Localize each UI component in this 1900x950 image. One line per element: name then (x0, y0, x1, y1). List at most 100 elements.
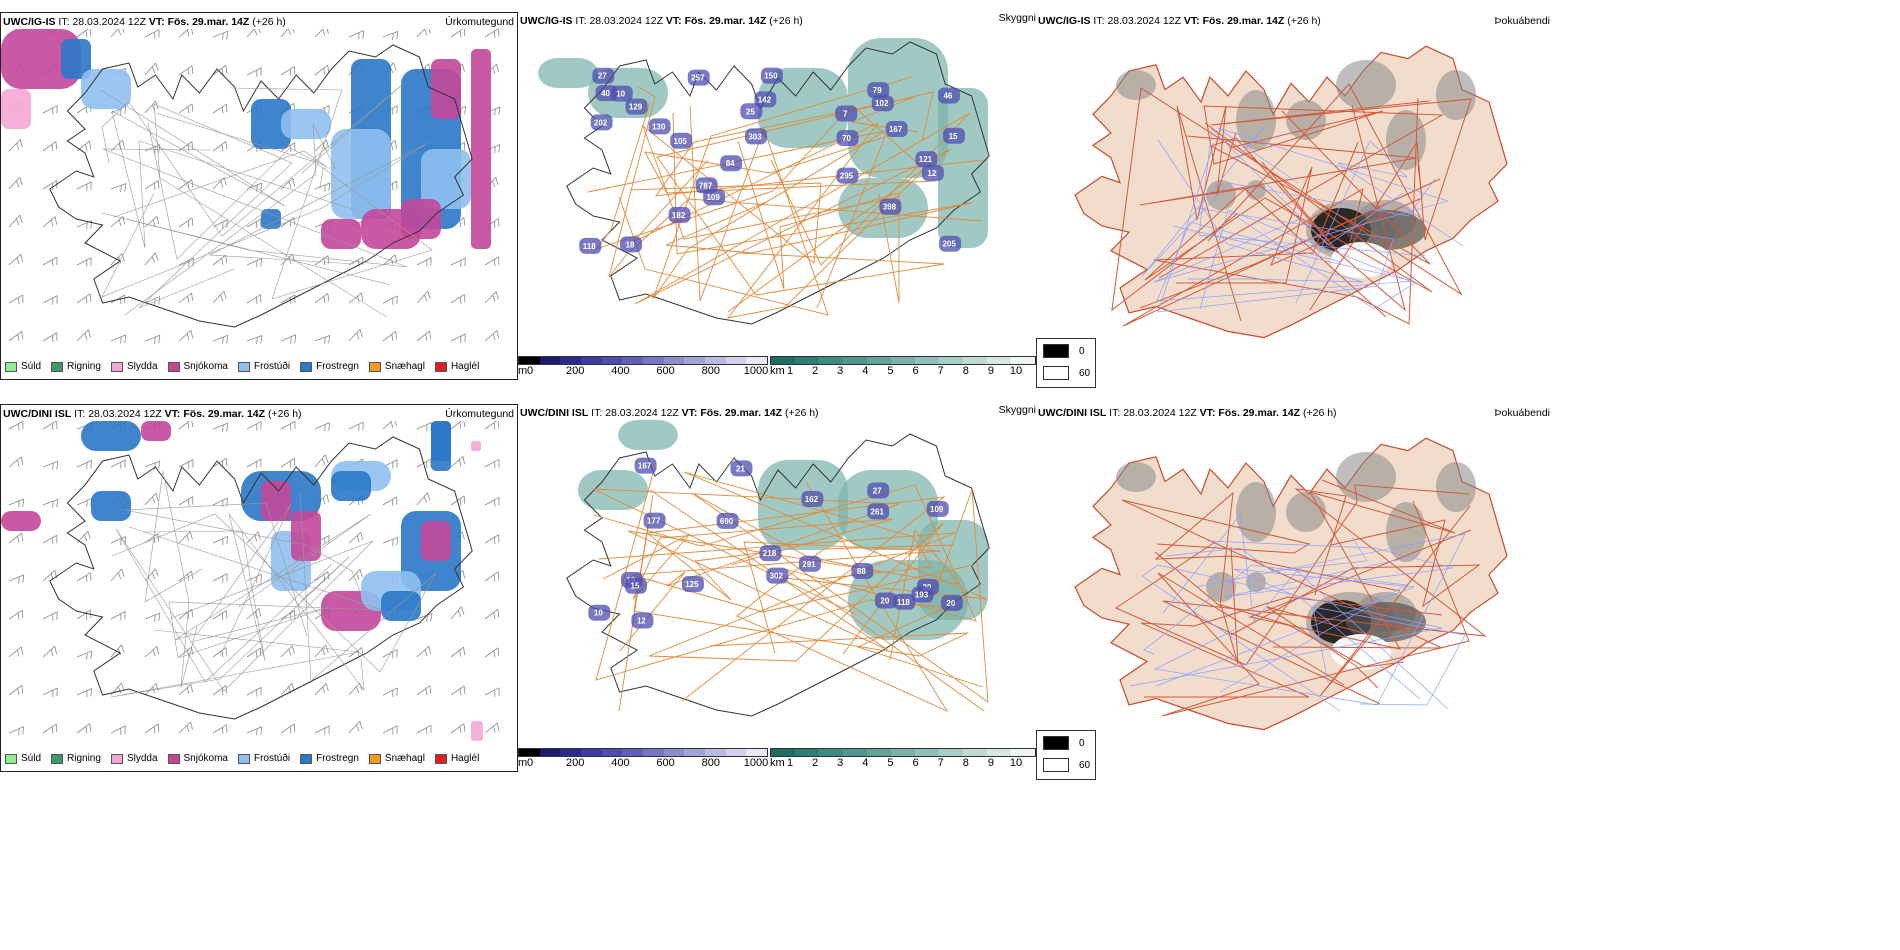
ceiling-visibility-map: 105 118 12 18 150 46 130 205 303 398 79 295 787 182 40… (538, 38, 990, 325)
colorbar-step (843, 357, 867, 364)
fog-area (1436, 70, 1476, 120)
colorbar-step (601, 749, 623, 756)
precip-area (81, 69, 131, 109)
legend-swatch (300, 361, 313, 372)
tick-label: 6 (912, 365, 919, 377)
fog-index-panel-row2: UWC/DINI ISL IT: 28.03.2024 12Z VT: Fös.… (1036, 404, 1550, 772)
legend-item: Frostúði (237, 753, 290, 764)
colorbar-step (915, 749, 939, 756)
ceiling-area (730, 460, 753, 477)
fog-index-panel-row1: UWC/IG-IS IT: 28.03.2024 12Z VT: Fös. 29… (1036, 12, 1550, 380)
fog-legend-value: 60 (1079, 759, 1091, 771)
visibility-unit: km (770, 757, 785, 769)
ceiling-area (592, 67, 615, 84)
colorbar-step (519, 749, 540, 756)
tick-label: 9 (987, 365, 994, 377)
ceiling-area (687, 69, 710, 86)
tick-label: 10 (1009, 365, 1023, 377)
fog-area (1236, 482, 1276, 542)
legend-item: Snjókoma (167, 753, 228, 764)
colorbar-step (560, 357, 582, 364)
colorbar-step (725, 749, 747, 756)
ceiling-area (745, 128, 768, 145)
tick-label: 7 (937, 757, 944, 769)
ceiling-area (624, 577, 647, 594)
colorbar-step (939, 749, 963, 756)
fog-index-legend: 0 60 (1036, 338, 1096, 388)
legend-label: Snæhagl (384, 753, 425, 764)
legend-swatch (434, 753, 447, 764)
ceiling-value-label: 257 (691, 74, 705, 83)
ceiling-value-label: 109 (706, 193, 720, 202)
ceiling-area (590, 114, 613, 131)
fog-legend-row: 0 (1043, 736, 1085, 750)
fog-area (1246, 572, 1266, 592)
precip-type-panel-row2: UWC/DINI ISL IT: 28.03.2024 12Z VT: Fös.… (0, 404, 518, 772)
precip-area (1, 29, 81, 89)
legend-item: Slydda (110, 361, 158, 372)
ceiling-value-label: 18 (626, 240, 635, 249)
ceiling-value-label: 15 (631, 582, 640, 591)
tick-label: 0 (526, 757, 534, 769)
ceiling-area (893, 593, 916, 610)
tick-label: 5 (887, 365, 894, 377)
colorbar-step (581, 749, 602, 756)
fog-area (1206, 180, 1236, 210)
tick-label: 4 (862, 757, 869, 769)
tick-label: 600 (656, 365, 675, 377)
ceiling-visibility-panel-row2: UWC/DINI ISL IT: 28.03.2024 12Z VT: Fös.… (518, 404, 1038, 772)
legend-swatch (368, 361, 381, 372)
ceiling-value-label: 7 (843, 110, 848, 119)
legend-swatch (167, 361, 180, 372)
ceiling-value-label: 46 (943, 92, 952, 101)
legend-swatch (5, 753, 17, 764)
ceiling-area (668, 206, 691, 223)
ceiling-area (911, 586, 934, 603)
colorbar-step (622, 749, 644, 756)
fog-area (1436, 462, 1476, 512)
ceiling-area (879, 198, 902, 215)
ceiling-area (740, 103, 763, 120)
tick-label: 2 (812, 757, 819, 769)
ceiling-area (759, 545, 782, 562)
visibility-colorbar (770, 356, 1036, 365)
ceiling-area (760, 67, 783, 84)
tick-label: 1 (786, 757, 794, 769)
ceiling-value-label: 102 (875, 99, 889, 108)
ceiling-area (836, 167, 859, 184)
panel-header: UWC/IG-IS IT: 28.03.2024 12Z VT: Fös. 29… (1038, 15, 1321, 27)
ceiling-area (610, 85, 633, 102)
ceiling-area (681, 575, 704, 592)
visibility-area (938, 88, 988, 248)
tick-label: 9 (987, 757, 994, 769)
fog-index-legend: 0 60 (1036, 730, 1096, 780)
precip-type-map (1, 29, 501, 344)
legend-item: Súld (5, 361, 41, 372)
fog-legend-value: 60 (1079, 367, 1091, 379)
ceiling-area (720, 155, 743, 172)
ceiling-value-label: 118 (583, 242, 596, 251)
precip-area (471, 721, 483, 741)
ceiling-area (670, 132, 693, 149)
colorbar-step (867, 357, 891, 364)
legend-swatch (167, 753, 180, 764)
colorbar-step (684, 749, 706, 756)
ceiling-value-label: 787 (699, 181, 713, 190)
ceiling-value-label: 15 (949, 132, 958, 141)
ceiling-value-label: 125 (685, 580, 699, 589)
ceiling-value-label: 291 (802, 560, 816, 569)
ceiling-value-label: 12 (927, 169, 936, 178)
colorbar-step (725, 357, 747, 364)
precip-area (261, 481, 291, 521)
legend-swatch (300, 753, 313, 764)
ceiling-value-label: 27 (873, 486, 882, 495)
tick-label: 1 (786, 365, 794, 377)
colorbar-step (891, 357, 915, 364)
tick-label: 1000 (743, 757, 769, 769)
legend-item: Súld (5, 753, 41, 764)
ceiling-value-label: 261 (871, 507, 885, 516)
ceiling-value-label: 20 (880, 597, 889, 606)
ceiling-value-label: 25 (746, 107, 755, 116)
tick-label: 2 (812, 365, 819, 377)
ceiling-value-label: 21 (736, 464, 745, 473)
